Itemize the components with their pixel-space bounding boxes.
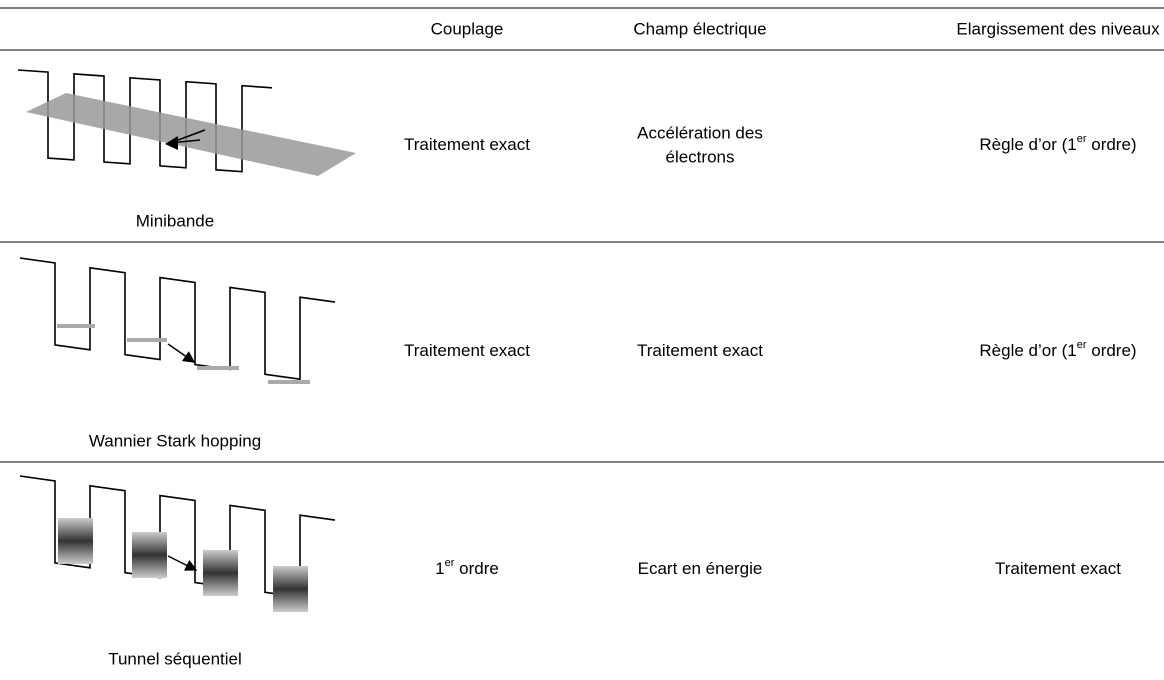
cell-text: Ecart en énergie	[638, 559, 763, 578]
cell-text: Traitement exact	[404, 135, 530, 154]
wavepacket	[203, 550, 238, 596]
row-label: Tunnel séquentiel	[108, 649, 242, 668]
tunnel-arrow	[167, 555, 198, 571]
wavepacket	[273, 566, 308, 612]
cell-line: Accélération des	[637, 123, 763, 142]
wavepacket	[58, 518, 93, 564]
cell-text: 1er ordre	[435, 557, 499, 579]
well-profile	[19, 475, 336, 599]
wavepacket	[132, 532, 167, 578]
cell-text: Traitement exact	[404, 341, 530, 360]
cell-rest: ordre	[454, 559, 498, 578]
cell-main: Règle d’or (1	[979, 341, 1076, 360]
cell-text: Traitement exact	[995, 559, 1121, 578]
cell-main: Traitement exact	[995, 559, 1121, 578]
column-header: Couplage	[431, 19, 504, 38]
row-label: Minibande	[136, 211, 214, 230]
well-profile	[17, 69, 273, 173]
cell-text: Traitement exact	[637, 341, 763, 360]
arrowhead	[165, 136, 178, 150]
well-profile	[19, 257, 336, 381]
cell-rest: ordre)	[1087, 341, 1137, 360]
hopping-arrow	[167, 343, 196, 363]
superscript: er	[1077, 133, 1087, 145]
cell-main: 1	[435, 559, 444, 578]
column-header: Champ électrique	[633, 19, 766, 38]
cell-main: Traitement exact	[404, 135, 530, 154]
diagrams	[17, 69, 356, 612]
superscript: er	[445, 557, 455, 569]
cell-line: électrons	[666, 147, 735, 166]
cell-main: Traitement exact	[404, 341, 530, 360]
cell-main: Règle d’or (1	[979, 135, 1076, 154]
cell-main: Ecart en énergie	[638, 559, 763, 578]
column-header: Elargissement des niveaux	[956, 19, 1160, 38]
cell-main: Traitement exact	[637, 341, 763, 360]
superscript: er	[1077, 339, 1087, 351]
row-label: Wannier Stark hopping	[89, 431, 261, 450]
cell-rest: ordre)	[1087, 135, 1137, 154]
cell-text: Règle d’or (1er ordre)	[979, 339, 1136, 361]
cell-text: Règle d’or (1er ordre)	[979, 133, 1136, 155]
